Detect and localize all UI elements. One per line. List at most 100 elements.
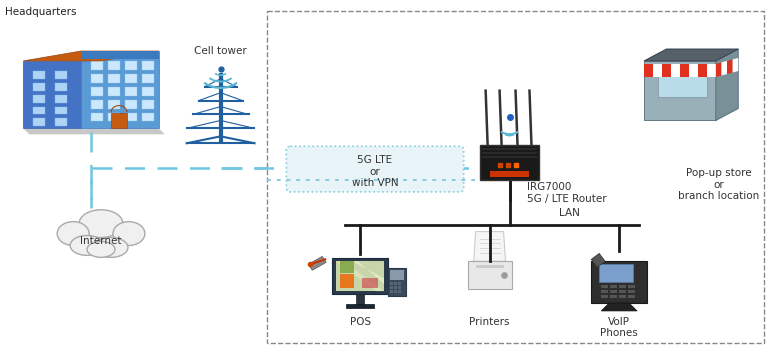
Bar xyxy=(481,148,537,150)
Bar xyxy=(125,99,137,109)
Bar xyxy=(398,286,401,289)
Bar xyxy=(390,290,393,293)
Bar xyxy=(398,290,401,293)
Polygon shape xyxy=(707,64,716,77)
Ellipse shape xyxy=(57,222,89,245)
Bar xyxy=(356,292,364,306)
Bar xyxy=(601,290,608,293)
Polygon shape xyxy=(644,61,716,120)
Polygon shape xyxy=(716,49,739,120)
Bar xyxy=(91,74,103,83)
Bar xyxy=(390,282,393,285)
Bar xyxy=(33,119,45,126)
Polygon shape xyxy=(671,64,680,77)
Bar xyxy=(601,285,608,288)
Polygon shape xyxy=(689,64,698,77)
Bar xyxy=(91,99,103,109)
Bar xyxy=(91,61,103,70)
Bar xyxy=(346,304,374,308)
Polygon shape xyxy=(23,61,81,129)
Bar xyxy=(610,290,617,293)
Polygon shape xyxy=(23,129,165,134)
Polygon shape xyxy=(698,64,707,77)
Bar xyxy=(55,119,67,126)
Bar xyxy=(619,290,626,293)
Bar xyxy=(340,261,354,273)
Bar xyxy=(125,74,137,83)
Polygon shape xyxy=(591,253,605,267)
Polygon shape xyxy=(308,256,326,270)
Bar xyxy=(390,286,393,289)
Bar xyxy=(601,295,608,298)
Bar xyxy=(55,107,67,114)
Bar xyxy=(657,73,707,97)
Text: Pop-up store
or
branch location: Pop-up store or branch location xyxy=(678,168,760,201)
Bar xyxy=(628,285,635,288)
Bar xyxy=(610,295,617,298)
Bar xyxy=(142,74,154,83)
Polygon shape xyxy=(716,62,722,77)
Text: Printers: Printers xyxy=(470,317,510,327)
Bar xyxy=(398,282,401,285)
Bar xyxy=(591,261,647,303)
Bar xyxy=(388,268,406,296)
Bar xyxy=(108,61,120,70)
Polygon shape xyxy=(601,303,637,311)
Polygon shape xyxy=(81,51,159,59)
Bar xyxy=(125,61,137,70)
Polygon shape xyxy=(23,51,159,61)
Bar xyxy=(610,285,617,288)
Bar xyxy=(481,156,537,158)
Bar xyxy=(394,282,397,285)
Text: with VPN: with VPN xyxy=(352,178,398,188)
Polygon shape xyxy=(732,58,739,73)
Bar xyxy=(394,290,397,293)
Ellipse shape xyxy=(79,210,123,238)
Bar xyxy=(33,71,45,79)
Bar xyxy=(390,270,404,280)
Polygon shape xyxy=(727,59,732,74)
Bar xyxy=(108,87,120,96)
Polygon shape xyxy=(644,49,739,61)
Bar xyxy=(33,83,45,91)
Bar xyxy=(125,113,137,121)
Bar xyxy=(628,295,635,298)
Polygon shape xyxy=(336,261,384,291)
Text: POS: POS xyxy=(350,317,370,327)
Bar xyxy=(267,11,763,343)
Bar xyxy=(142,61,154,70)
Bar xyxy=(91,87,103,96)
Polygon shape xyxy=(644,64,653,77)
Bar xyxy=(599,264,633,282)
Polygon shape xyxy=(81,51,159,129)
Polygon shape xyxy=(680,64,689,77)
Bar xyxy=(394,286,397,289)
Text: or: or xyxy=(370,167,381,177)
Text: Headquarters: Headquarters xyxy=(5,7,77,17)
Bar xyxy=(91,113,103,121)
FancyBboxPatch shape xyxy=(287,146,463,192)
Bar xyxy=(619,285,626,288)
Text: Internet: Internet xyxy=(81,236,122,246)
Bar xyxy=(55,83,67,91)
Bar xyxy=(108,113,120,121)
Polygon shape xyxy=(662,64,671,77)
Bar xyxy=(108,74,120,83)
Text: IRG7000
5G / LTE Router: IRG7000 5G / LTE Router xyxy=(528,182,607,204)
Polygon shape xyxy=(111,113,127,129)
Bar xyxy=(332,258,388,294)
Bar xyxy=(340,274,354,288)
Bar xyxy=(362,278,378,288)
Bar xyxy=(467,261,512,289)
Text: 5G LTE: 5G LTE xyxy=(357,155,393,165)
Bar xyxy=(476,265,504,268)
Bar xyxy=(142,113,154,121)
Bar xyxy=(619,295,626,298)
Bar xyxy=(336,261,384,291)
Ellipse shape xyxy=(113,222,145,245)
Ellipse shape xyxy=(71,235,104,255)
Text: Cell tower: Cell tower xyxy=(195,46,247,56)
Bar xyxy=(55,71,67,79)
Ellipse shape xyxy=(94,238,128,257)
Bar xyxy=(142,99,154,109)
